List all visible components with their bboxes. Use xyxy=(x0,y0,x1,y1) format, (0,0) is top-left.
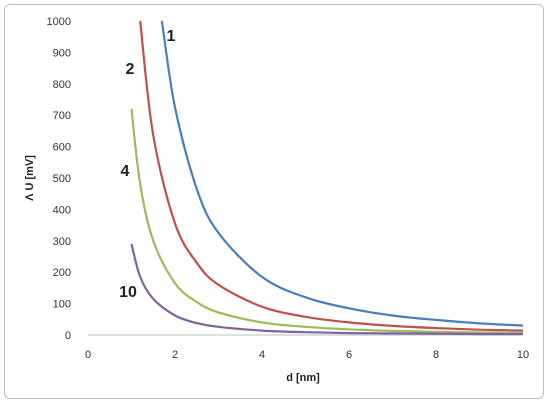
series-line-4 xyxy=(130,108,524,334)
series-line-2 xyxy=(139,20,524,332)
series-label-10: 10 xyxy=(119,284,137,301)
series-label-2: 2 xyxy=(126,61,135,78)
x-tick-label: 6 xyxy=(346,349,352,361)
y-tick-label: 100 xyxy=(53,299,71,311)
y-axis-label: Λ U [mV] xyxy=(24,155,36,201)
y-tick-label: 200 xyxy=(53,267,71,279)
y-tick-label: 500 xyxy=(53,173,71,185)
y-tick-label: 400 xyxy=(53,204,71,216)
x-tick-label: 8 xyxy=(433,349,439,361)
series-label-4: 4 xyxy=(121,163,130,180)
y-tick-label: 800 xyxy=(53,79,71,91)
y-tick-label: 300 xyxy=(53,236,71,248)
series-line-1 xyxy=(160,20,524,327)
y-tick-label: 600 xyxy=(53,142,71,154)
x-tick-label: 2 xyxy=(172,349,178,361)
y-tick-label: 900 xyxy=(53,47,71,59)
series-line-10 xyxy=(130,243,523,336)
x-axis-label: d [nm] xyxy=(286,372,320,384)
x-tick-label: 4 xyxy=(259,349,265,361)
series-label-1: 1 xyxy=(167,28,176,45)
y-tick-label: 0 xyxy=(65,330,71,342)
x-tick-label: 0 xyxy=(85,349,91,361)
y-tick-label: 1000 xyxy=(47,16,71,28)
y-tick-label: 700 xyxy=(53,110,71,122)
x-tick-label: 10 xyxy=(517,349,529,361)
